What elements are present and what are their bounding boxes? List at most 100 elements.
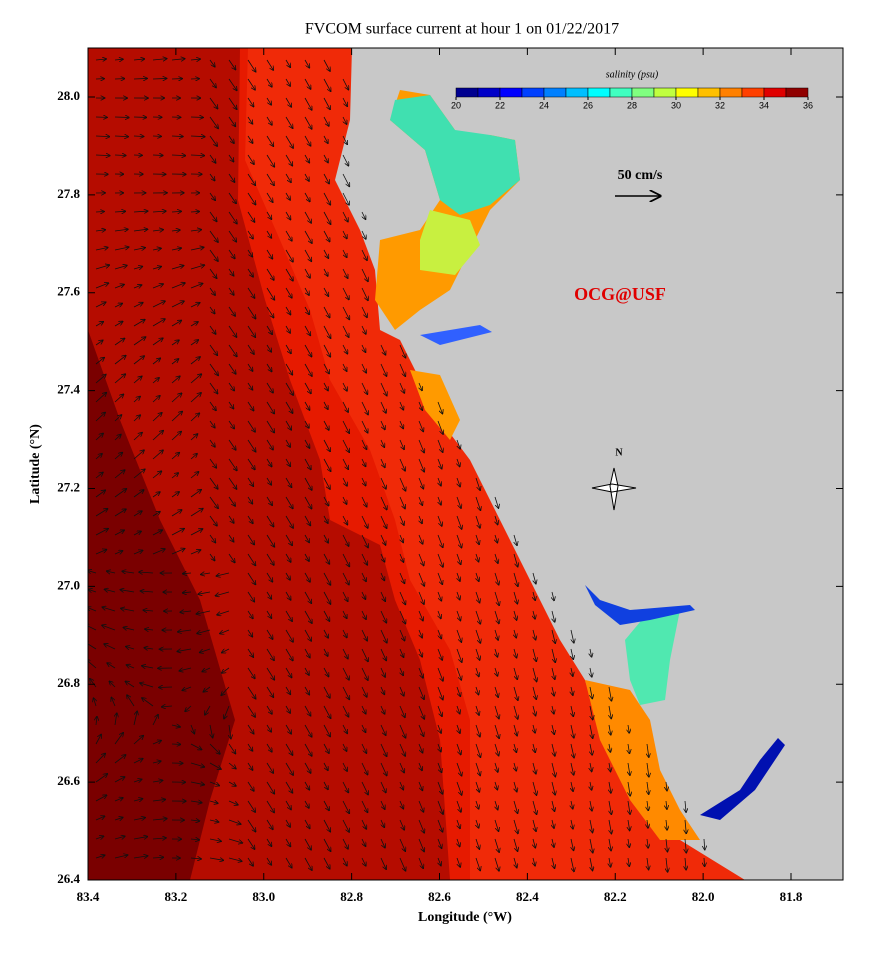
current-vector [418, 591, 424, 604]
current-vector [647, 781, 649, 794]
current-vector [177, 649, 192, 651]
current-vector [514, 648, 517, 658]
current-vector [399, 515, 404, 525]
current-vector [475, 724, 480, 737]
current-vector [342, 857, 347, 866]
current-vector [533, 724, 535, 733]
current-vector [182, 686, 192, 690]
current-vector [323, 363, 329, 374]
current-vector [228, 743, 235, 754]
current-vector [418, 477, 423, 489]
current-vector [162, 706, 173, 707]
current-vector [114, 303, 122, 307]
colorbar-cell [543, 87, 567, 98]
current-vector [285, 724, 291, 734]
current-vector [209, 420, 215, 428]
current-vector [304, 211, 311, 223]
current-vector [570, 629, 574, 643]
current-vector [342, 667, 349, 680]
current-vector [495, 648, 497, 657]
current-vector [513, 705, 518, 719]
current-vector [570, 724, 574, 738]
current-vector [190, 393, 201, 403]
current-vector [109, 681, 116, 688]
current-vector [152, 512, 160, 517]
current-vector [361, 610, 366, 619]
current-vector [210, 724, 213, 738]
current-vector [228, 116, 235, 126]
current-vector [190, 357, 200, 365]
current-vector [228, 306, 235, 316]
current-vector [228, 439, 236, 450]
current-vector [285, 838, 290, 846]
x-tick-label: 82.8 [340, 889, 363, 904]
current-vector [323, 724, 330, 737]
x-tick-label: 83.2 [165, 889, 188, 904]
current-vector [362, 838, 366, 846]
current-vector [209, 192, 215, 200]
current-vector [456, 610, 460, 621]
colorbar-tick-label: 26 [583, 100, 593, 110]
current-vector [209, 325, 216, 334]
current-vector [381, 439, 384, 447]
current-vector [285, 78, 290, 86]
current-vector [114, 229, 128, 231]
current-vector [361, 515, 368, 528]
current-vector [323, 648, 328, 656]
current-vector [247, 401, 254, 411]
current-vector [104, 589, 116, 592]
current-vector [139, 572, 154, 573]
current-vector [571, 762, 574, 775]
current-vector [266, 268, 274, 280]
current-vector [361, 553, 367, 565]
current-vector [304, 325, 310, 335]
current-vector [380, 705, 385, 714]
current-vector [266, 135, 273, 146]
current-vector [247, 249, 252, 257]
current-vector [437, 819, 443, 832]
current-vector [266, 458, 272, 467]
current-vector [304, 667, 309, 675]
current-vector [323, 686, 330, 698]
current-vector [285, 154, 292, 166]
current-vector [228, 344, 237, 356]
y-tick-label: 27.2 [57, 479, 80, 494]
current-vector [304, 382, 311, 393]
current-vector [285, 268, 293, 281]
current-vector [95, 375, 106, 384]
current-vector [380, 781, 386, 793]
current-vector [266, 686, 273, 697]
current-vector [247, 553, 255, 565]
current-vector [285, 325, 290, 333]
current-vector [323, 154, 328, 162]
x-tick-label: 82.6 [428, 889, 451, 904]
current-vector [247, 781, 254, 791]
current-vector [171, 549, 185, 555]
current-vector [380, 762, 387, 775]
current-vector [437, 705, 442, 716]
current-vector [247, 705, 255, 717]
current-vector [88, 570, 97, 573]
current-vector [495, 534, 497, 543]
current-vector [190, 454, 197, 460]
current-vector [342, 724, 347, 733]
current-vector [380, 496, 387, 510]
current-vector [609, 743, 610, 752]
current-vector [571, 819, 573, 829]
current-vector [380, 610, 386, 623]
current-vector [495, 762, 498, 772]
current-vector [123, 627, 135, 630]
current-vector [266, 857, 271, 865]
current-vector [437, 667, 443, 681]
current-vector [152, 819, 167, 820]
current-vector [323, 59, 330, 71]
title: FVCOM surface current at hour 1 on 01/22… [305, 21, 619, 38]
current-vector [266, 515, 274, 527]
current-vector [222, 648, 230, 653]
x-tick-label: 83.4 [77, 889, 100, 904]
current-vector [114, 755, 126, 764]
current-vector [304, 686, 309, 695]
current-vector [361, 477, 366, 486]
current-vector [304, 363, 312, 376]
current-vector [114, 855, 128, 859]
